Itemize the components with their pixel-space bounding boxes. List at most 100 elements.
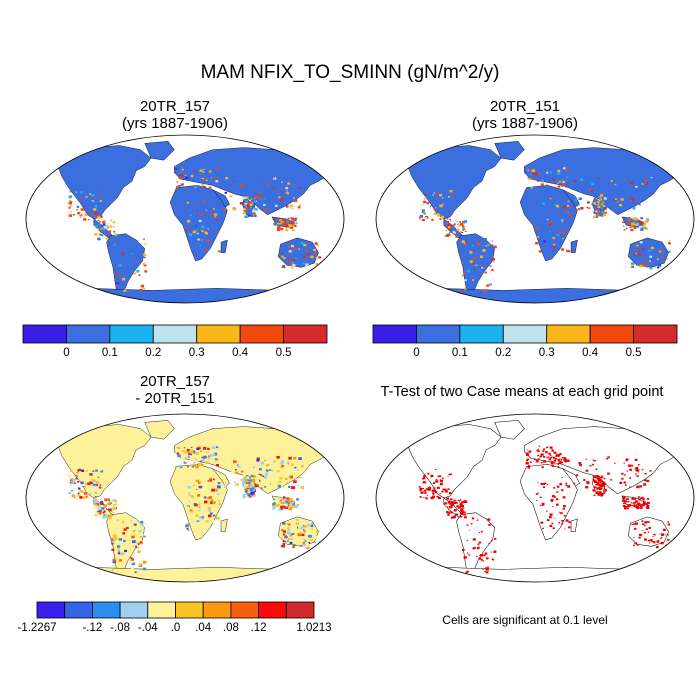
map-cell (284, 544, 288, 547)
map-cell (603, 197, 607, 200)
map-cell (486, 284, 490, 287)
map-cell (268, 486, 272, 490)
map-cell (68, 475, 71, 477)
map-cell (661, 533, 665, 536)
map-cell (69, 211, 72, 213)
map-cell (485, 568, 489, 571)
map-cell (660, 536, 663, 539)
map-cell (182, 182, 184, 185)
map-cell (483, 289, 487, 292)
colorbar-swatch (416, 324, 461, 344)
map-cell (89, 473, 93, 476)
map-cell (131, 553, 136, 557)
map-cell (439, 475, 442, 477)
map-cell (626, 470, 629, 472)
panel-case1-title: 20TR_157 (yrs 1887-1906) (50, 98, 300, 132)
map-cell (567, 485, 571, 488)
map-cell (635, 185, 638, 188)
map-cell (81, 483, 86, 487)
map-cell (458, 500, 460, 502)
map-cell (419, 217, 422, 220)
map-cell (601, 199, 606, 203)
map-cell (667, 523, 671, 526)
map-cell (287, 502, 291, 505)
map-cell (287, 523, 291, 526)
map-cell (111, 548, 115, 552)
map-cell (283, 220, 287, 223)
map-cell (423, 496, 425, 498)
map-cell (660, 538, 662, 540)
map-cell (269, 469, 272, 471)
map-cell (617, 201, 619, 203)
map-cell (278, 501, 281, 503)
map-cell (455, 235, 458, 238)
colorbar-swatch (546, 324, 591, 344)
map-cell (661, 541, 664, 544)
map-cell (235, 471, 238, 474)
map-cell (656, 258, 659, 260)
map-cell (279, 477, 283, 480)
map-cell (209, 512, 213, 515)
map-cell (252, 475, 256, 478)
map-cell (449, 218, 452, 221)
map-cell (104, 498, 108, 502)
map-cell (642, 221, 646, 224)
map-cell (176, 452, 180, 455)
map-cell (449, 232, 451, 234)
map-cell (256, 457, 260, 461)
map-cell (543, 240, 546, 243)
map-cell (288, 485, 291, 488)
map-cell (614, 462, 616, 464)
map-cell (188, 233, 193, 237)
map-cell (595, 210, 598, 213)
map-cell (108, 500, 112, 503)
map-cell (112, 560, 116, 564)
map-cell (70, 482, 73, 485)
map-cell (90, 193, 95, 197)
map-cell (624, 500, 628, 503)
map-cell (142, 521, 146, 524)
map-cell (444, 490, 448, 493)
colorbar-swatch (147, 601, 176, 619)
map-cell (195, 185, 199, 187)
map-cell (123, 265, 125, 267)
map-cell (316, 244, 319, 247)
map-cell (102, 515, 106, 519)
map-cell (273, 469, 277, 473)
colorbar-tick-label: 0.5 (275, 347, 292, 359)
map-cell (101, 507, 105, 510)
map-cell (188, 452, 192, 456)
map-cell (255, 479, 260, 483)
map-cell (143, 253, 147, 256)
map-cell (288, 220, 291, 223)
map-cell (642, 523, 645, 525)
map-cell (455, 513, 459, 516)
map-cell (643, 501, 646, 504)
map-cell (187, 219, 191, 223)
map-cell (138, 530, 142, 533)
map-cell (667, 539, 670, 541)
map-cell (114, 502, 118, 505)
map-cell (537, 458, 540, 460)
map-cell (254, 484, 259, 488)
map-cell (646, 479, 650, 483)
map-cell (240, 470, 244, 473)
map-cell (80, 214, 84, 218)
map-cell (641, 520, 644, 522)
map-cell (645, 179, 649, 182)
map-cell (269, 483, 272, 485)
map-cell (447, 227, 450, 230)
map-cell (533, 178, 535, 180)
map-cell (272, 501, 277, 505)
map-cell (448, 492, 452, 495)
map-cell (648, 249, 651, 252)
map-cell (121, 277, 126, 281)
map-cell (185, 176, 189, 179)
map-cell (134, 255, 137, 257)
map-cell (419, 215, 424, 218)
map-cell (600, 495, 603, 497)
map-cell (123, 289, 127, 292)
map-cell (201, 458, 205, 462)
map-cell (487, 518, 491, 521)
map-cell (130, 556, 133, 559)
